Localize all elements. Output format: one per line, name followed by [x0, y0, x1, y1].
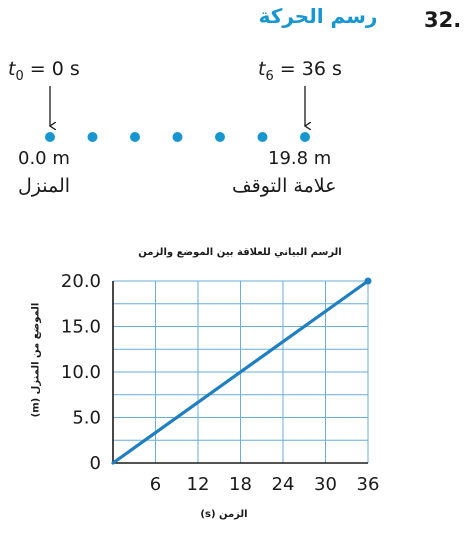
motion-dot	[215, 132, 225, 142]
start-place-label: المنزل	[18, 175, 71, 197]
end-position-label: 19.8 m	[268, 148, 332, 169]
x-tick-label: 18	[229, 474, 252, 495]
y-tick-label: 0	[90, 453, 101, 474]
section-title: رسم الحركة	[258, 4, 378, 28]
line-endpoint	[364, 277, 372, 285]
y-axis-label: الموضع من المنزل (m)	[30, 302, 42, 418]
motion-dot	[172, 132, 183, 142]
motion-dot	[87, 132, 98, 142]
y-tick-label: 20.0	[61, 271, 101, 292]
problem-number: 32.	[424, 8, 462, 32]
motion-dots	[45, 132, 310, 142]
y-tick-label: 5.0	[72, 408, 101, 429]
end-place-label: علامة التوقف	[232, 175, 337, 197]
x-axis-label: الزمن (s)	[200, 509, 248, 520]
x-tick-label: 24	[272, 474, 295, 495]
position-time-graph: 6 12 18 24 30 36 0 5.0 10.0 15.0 20.0	[61, 271, 380, 495]
y-tick-label: 15.0	[61, 317, 101, 338]
start-time-label: t0 = 0 s	[8, 58, 80, 84]
start-position-label: 0.0 m	[18, 148, 70, 169]
x-tick-label: 30	[314, 474, 337, 495]
graph-title: الرسم البياني للعلاقة بين الموضع والزمن	[138, 247, 342, 258]
x-tick-label: 6	[150, 474, 161, 495]
motion-dot	[300, 132, 310, 142]
x-tick-label: 36	[357, 474, 380, 495]
end-time-label: t6 = 36 s	[258, 58, 342, 84]
x-tick-label: 12	[187, 474, 210, 495]
position-time-line	[111, 279, 370, 465]
motion-dot	[257, 132, 268, 142]
y-tick-label: 10.0	[61, 362, 101, 383]
motion-dot	[130, 132, 140, 142]
motion-dot	[45, 132, 55, 142]
